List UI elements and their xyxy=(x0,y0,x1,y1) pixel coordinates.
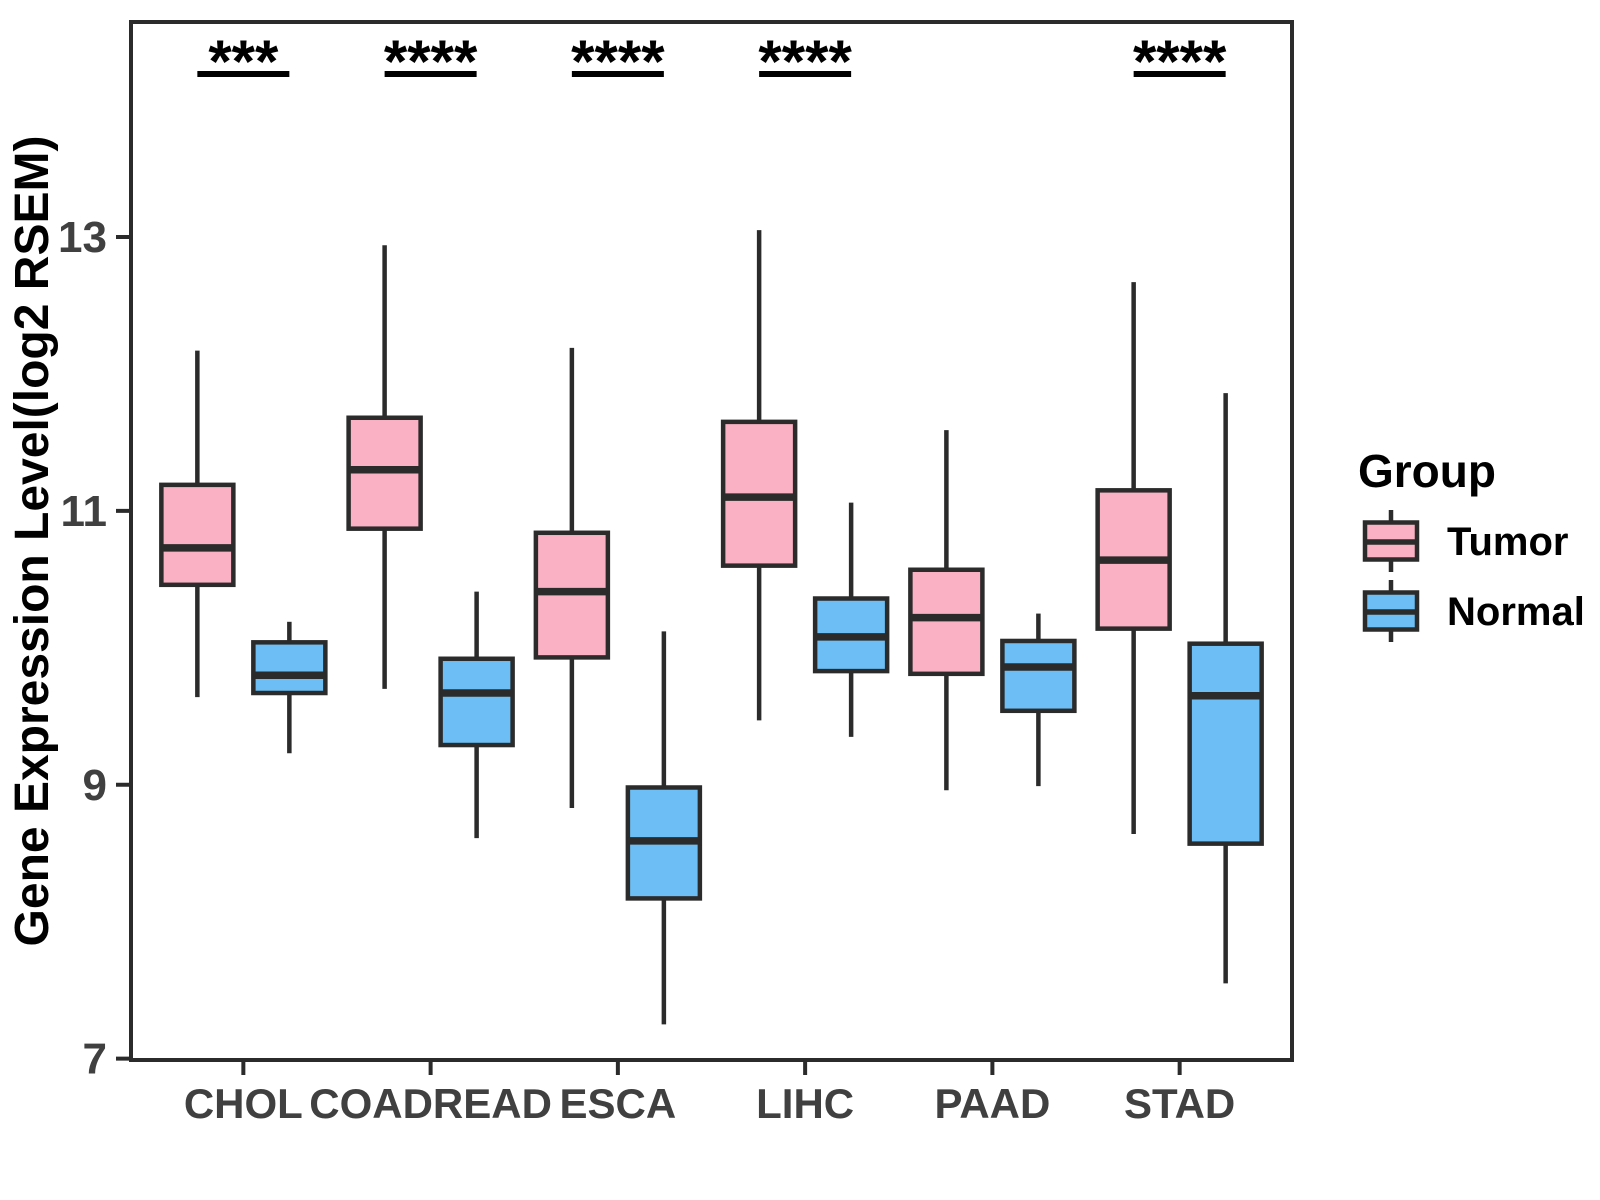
iqr-box xyxy=(438,656,515,748)
significance-label-coadread: **** xyxy=(384,28,478,95)
x-tick-label-coadread: COADREAD xyxy=(309,1080,552,1127)
box-tumor-lihc xyxy=(720,230,798,721)
box-tumor-chol xyxy=(159,350,236,698)
iqr-box xyxy=(1187,641,1264,846)
y-tick-label: 9 xyxy=(83,761,107,810)
x-tick-label-esca: ESCA xyxy=(560,1080,677,1127)
box-tumor-paad xyxy=(908,430,985,791)
legend-title: Group xyxy=(1358,445,1496,497)
iqr-box xyxy=(159,482,236,588)
y-tick-label: 11 xyxy=(60,487,107,536)
box-normal-coadread xyxy=(438,591,515,839)
box-tumor-stad xyxy=(1095,282,1172,835)
y-tick-label: 13 xyxy=(58,213,107,262)
legend-item-tumor: Tumor xyxy=(1362,510,1568,572)
x-tick-label-chol: CHOL xyxy=(184,1080,303,1127)
x-tick-label-stad: STAD xyxy=(1124,1080,1235,1127)
y-tick-label: 7 xyxy=(83,1035,107,1084)
legend-item-normal: Normal xyxy=(1362,580,1585,642)
iqr-box xyxy=(1000,638,1077,714)
x-tick-label-lihc: LIHC xyxy=(756,1080,854,1127)
box-tumor-coadread xyxy=(346,245,423,689)
box-normal-chol xyxy=(251,621,328,754)
box-normal-paad xyxy=(1000,613,1077,787)
legend: Group Tumor Normal xyxy=(1358,445,1585,642)
box-normal-esca xyxy=(625,631,703,1025)
y-axis-title: Gene Expression Level(log2 RSEM) xyxy=(6,136,59,947)
legend-item-label: Normal xyxy=(1447,590,1585,634)
significance-label-chol: *** xyxy=(208,28,279,95)
iqr-box xyxy=(908,567,985,677)
box-normal-lihc xyxy=(812,502,890,737)
iqr-box xyxy=(251,640,328,696)
box-tumor-esca xyxy=(533,347,611,809)
significance-label-lihc: **** xyxy=(758,28,852,95)
significance-label-esca: **** xyxy=(571,28,665,95)
x-tick-label-paad: PAAD xyxy=(934,1080,1050,1127)
legend-item-label: Tumor xyxy=(1447,520,1568,564)
significance-label-stad: **** xyxy=(1133,28,1227,95)
box-normal-stad xyxy=(1187,393,1264,984)
